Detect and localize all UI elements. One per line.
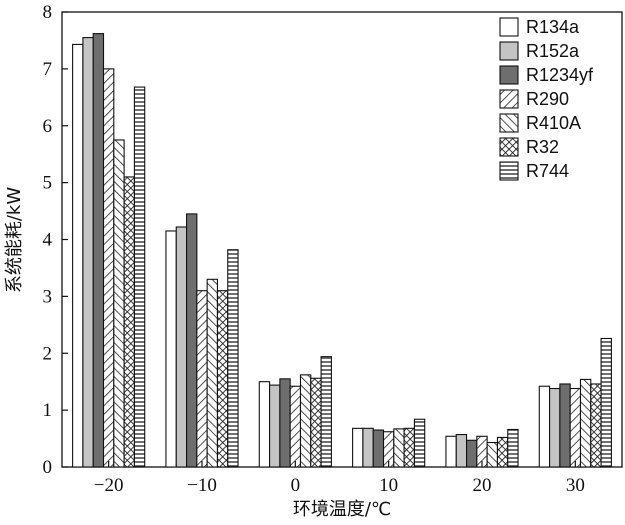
bar-r32-5 [590, 383, 602, 468]
bar-r1234yf-2 [279, 378, 291, 468]
x-axis-label: 环境温度/℃ [293, 499, 391, 520]
bar-r152a-3 [362, 427, 374, 468]
bar-r1234yf-0 [92, 33, 105, 468]
bar-r152a-5 [549, 387, 561, 468]
bar-r152a-2 [269, 384, 281, 468]
legend-swatch-r1234yf [499, 65, 519, 85]
y-tick-label: 7 [43, 59, 53, 80]
bar-r134a-1 [165, 230, 177, 468]
legend-swatch-r32 [499, 137, 519, 157]
x-tick-label: 30 [566, 475, 585, 496]
bar-r152a-0 [82, 37, 94, 468]
bar-r744-0 [133, 86, 146, 468]
legend-swatch-r744 [499, 161, 519, 181]
bar-r410a-1 [206, 278, 218, 468]
bar-r1234yf-1 [186, 213, 198, 468]
legend-label-r152a: R152a [526, 41, 580, 61]
bar-r134a-0 [72, 43, 84, 468]
bar-r32-2 [310, 377, 322, 468]
bar-r134a-4 [445, 435, 457, 468]
legend-label-r744: R744 [526, 161, 569, 181]
bar-r290-2 [289, 385, 302, 468]
y-axis: 0 1 2 3 4 5 6 7 8 [43, 2, 68, 478]
x-tick-label: −20 [94, 475, 124, 496]
bar-r744-4 [507, 428, 519, 468]
bar-r134a-3 [352, 427, 364, 468]
y-axis-label: 系统能耗/kW [4, 187, 25, 293]
y-tick-label: 8 [43, 2, 53, 23]
bar-r290-0 [102, 68, 115, 468]
bar-r32-0 [123, 176, 135, 468]
bar-r744-3 [413, 418, 426, 468]
legend: R134a R152a R1234yf R290 R410A R32 R744 [499, 17, 594, 181]
bar-r410a-3 [393, 428, 405, 468]
y-tick-label: 6 [43, 116, 53, 137]
bar-r744-2 [320, 356, 332, 468]
bar-r32-4 [496, 436, 509, 468]
y-tick-label: 3 [43, 286, 53, 307]
bar-r152a-4 [455, 434, 468, 468]
legend-label-r134a: R134a [526, 17, 580, 37]
x-tick-label: 10 [379, 475, 398, 496]
bar-r134a-5 [538, 385, 551, 468]
x-axis: −20 −10 0 10 20 30 [94, 461, 585, 496]
y-tick-label: 1 [43, 400, 53, 421]
legend-swatch-r290 [499, 89, 519, 109]
y-tick-label: 4 [43, 230, 53, 251]
bar-r134a-2 [258, 381, 271, 468]
legend-label-r410a: R410A [526, 113, 581, 133]
y-tick-label: 0 [43, 457, 53, 478]
bar-r1234yf-5 [559, 383, 571, 468]
x-tick-label: 20 [473, 475, 492, 496]
bar-r410a-5 [579, 378, 592, 468]
bar-r410a-0 [113, 139, 125, 468]
bars-group [72, 33, 612, 468]
bar-r290-1 [196, 290, 208, 468]
x-tick-label: 0 [291, 475, 301, 496]
bar-r290-5 [569, 387, 582, 468]
legend-label-r290: R290 [526, 89, 569, 109]
bar-r410a-4 [486, 441, 498, 468]
legend-swatch-r410a [499, 113, 519, 133]
bar-r32-3 [403, 427, 415, 468]
bar-r1234yf-4 [465, 439, 478, 468]
legend-label-r32: R32 [526, 137, 559, 157]
y-tick-label: 2 [43, 343, 53, 364]
x-tick-label: −10 [187, 475, 217, 496]
bar-r152a-1 [175, 226, 188, 468]
legend-label-r1234yf: R1234yf [526, 65, 594, 85]
y-tick-label: 5 [43, 173, 53, 194]
bar-r744-1 [227, 249, 239, 468]
bar-r1234yf-3 [372, 429, 385, 468]
legend-swatch-r134a [499, 17, 519, 37]
legend-swatch-r152a [499, 41, 519, 61]
bar-r410a-2 [299, 374, 312, 468]
bar-r744-5 [600, 337, 612, 468]
bar-r32-1 [216, 290, 229, 468]
